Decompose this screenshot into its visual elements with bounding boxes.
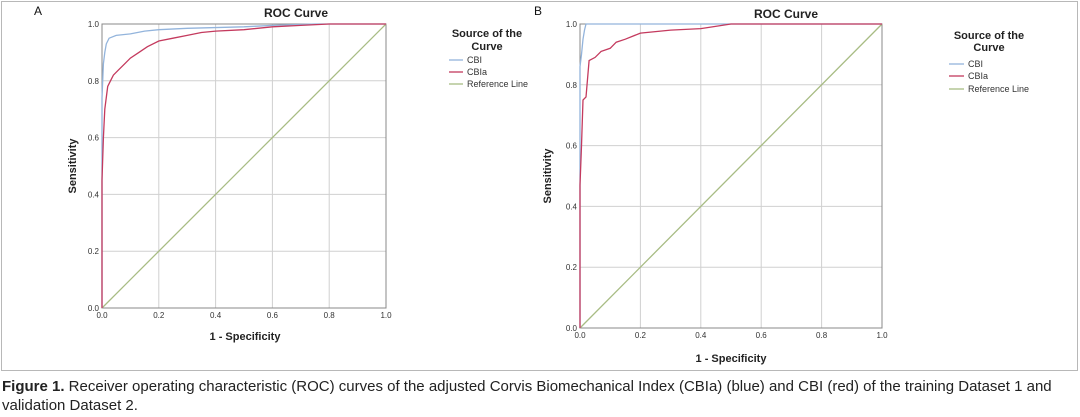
panel-a-y-tick-label: 0.0 xyxy=(88,304,100,313)
panel-a-legend-title: Source of the xyxy=(452,28,522,40)
panel-a-x-tick-label: 0.6 xyxy=(267,311,279,320)
panel-b-chart-title: ROC Curve xyxy=(754,7,818,21)
panel-b-x-tick-label: 0.0 xyxy=(574,331,586,340)
roc-figure: A ROC Curve 0.0 0.2 0.4 0.6 0.8 1.0 0.0 0.2 0.4 0.6… xyxy=(34,4,1029,365)
panel-a-x-tick-label: 1.0 xyxy=(380,311,392,320)
panel-b-y-tick-label: 0.4 xyxy=(566,202,578,211)
figure-frame xyxy=(1,1,1078,371)
panel-a-x-tick-label: 0.8 xyxy=(324,311,336,320)
caption-text: Receiver operating characteristic (ROC) … xyxy=(2,378,1052,414)
panel-a-y-tick-label: 0.4 xyxy=(88,190,100,199)
panel-a-y-tick-label: 0.6 xyxy=(88,134,100,143)
panel-a-legend-label-cbi: CBI xyxy=(467,55,482,65)
panel-a-x-tick-label: 0.4 xyxy=(210,311,222,320)
panel-b-y-tick-label: 0.2 xyxy=(566,263,578,272)
panel-b-series-cbi xyxy=(579,23,882,328)
panel-a-series-cbi xyxy=(101,23,386,308)
panel-b-y-tick-label: 1.0 xyxy=(566,20,578,29)
panel-a-x-axis-label: 1 - Specificity xyxy=(210,331,282,343)
panel-b-x-tick-label: 0.8 xyxy=(816,331,828,340)
panel-b-legend-label-reference-line: Reference Line xyxy=(968,84,1029,94)
panel-a-legend-label-cbia: CBIa xyxy=(467,67,487,77)
panel-b-y-tick-label: 0.0 xyxy=(566,324,578,333)
panel-a-y-axis-label: Sensitivity xyxy=(67,138,79,194)
panel-b-y-tick-label: 0.6 xyxy=(566,142,578,151)
caption-label: Figure 1. xyxy=(2,378,65,395)
panel-a-x-tick-label: 0.2 xyxy=(153,311,165,320)
panel-a-y-tick-label: 0.2 xyxy=(88,247,100,256)
panel-b-x-tick-label: 0.2 xyxy=(635,331,647,340)
panel-a-series-cbia xyxy=(101,23,386,308)
panel-b-x-axis-label: 1 - Specificity xyxy=(696,353,768,365)
panel-a-letter: A xyxy=(34,4,42,18)
panel-a-legend-label-reference-line: Reference Line xyxy=(467,79,528,89)
panel-b-x-tick-label: 1.0 xyxy=(876,331,888,340)
panel-b-legend-title: Source of the xyxy=(954,30,1024,42)
panel-b-legend-title: Curve xyxy=(973,42,1004,54)
panel-b-legend-label-cbia: CBIa xyxy=(968,71,988,81)
panel-a-y-tick-label: 1.0 xyxy=(88,20,100,29)
panel-b-series-reference-line xyxy=(579,23,883,329)
figure-caption: Figure 1. Receiver operating characteris… xyxy=(2,377,1078,415)
panel-b-y-tick-label: 0.8 xyxy=(566,81,578,90)
panel-b-x-tick-label: 0.6 xyxy=(756,331,768,340)
panel-a-chart-title: ROC Curve xyxy=(264,6,328,20)
panel-a-legend-title: Curve xyxy=(471,41,502,53)
panel-a-x-tick-label: 0.0 xyxy=(96,311,108,320)
panel-b-x-tick-label: 0.4 xyxy=(695,331,707,340)
panel-b-series-cbia xyxy=(579,23,882,328)
panel-a-y-tick-label: 0.8 xyxy=(88,77,100,86)
panel-b-legend-label-cbi: CBI xyxy=(968,59,983,69)
panel-b-letter: B xyxy=(534,4,542,18)
panel-a-series-reference-line xyxy=(101,23,387,309)
panel-b-y-axis-label: Sensitivity xyxy=(542,148,554,204)
